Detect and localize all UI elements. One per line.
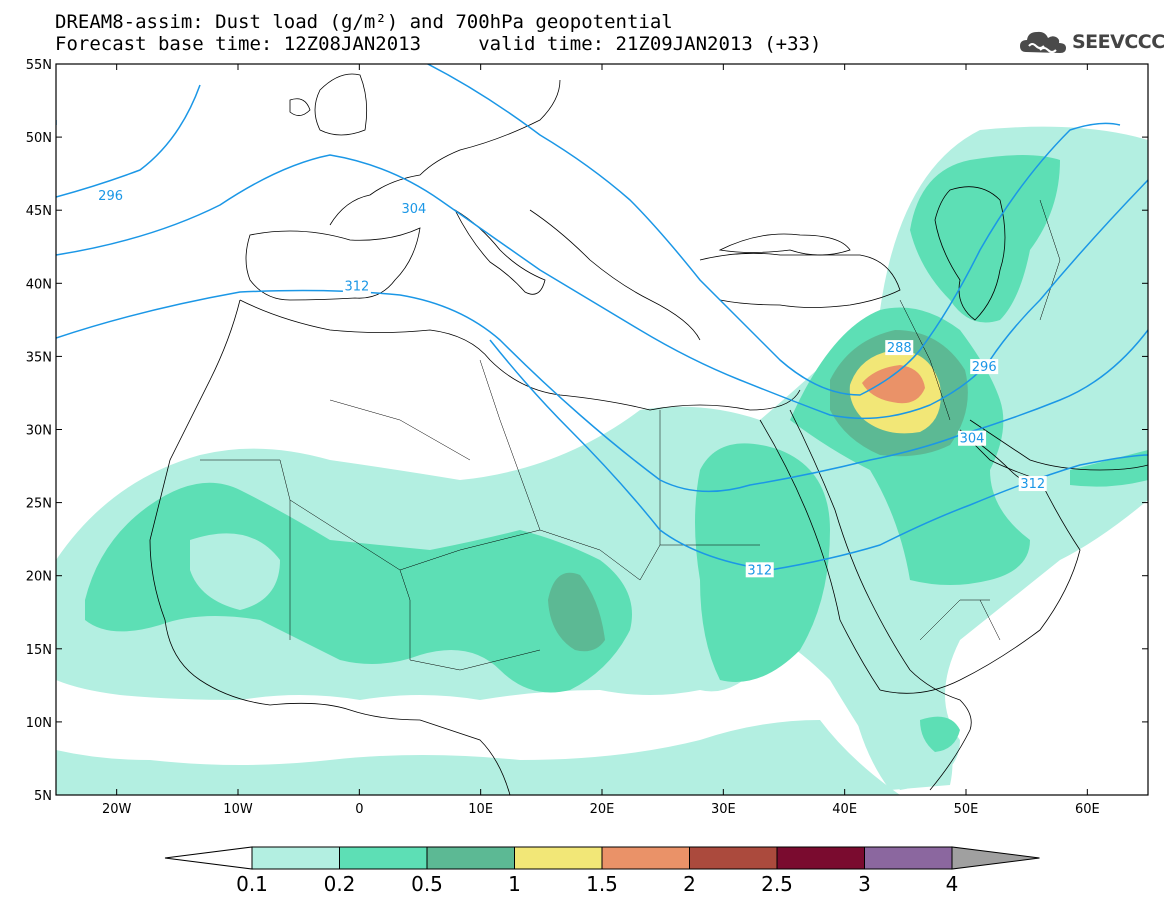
colorbar-label: 3 [858,872,871,896]
colorbar-swatch [776,846,865,870]
lat-tick-label: 35N [26,350,52,365]
contour-label-bg [96,188,125,204]
colorbar-swatch [601,846,690,870]
lon-tick-label: 0 [355,802,363,817]
colorbar-label: 0.1 [236,872,268,896]
longitude-axis: 20W 10W 0 10E 20E 30E 40E 50E 60E [102,64,1100,817]
contour-labels: 296 304 312 288 296 304 312 312 [96,188,1047,578]
lat-tick-label: 50N [26,131,52,146]
contour-label-bg [970,359,999,375]
contour-label: 304 [960,432,985,447]
lon-tick-label: 20W [102,802,132,817]
contour-label-bg [885,340,914,356]
lat-tick-label: 5N [34,789,52,804]
colorbar-label: 0.5 [411,872,443,896]
lat-tick-label: 30N [26,424,52,439]
colorbar-label: 2.5 [761,872,793,896]
latitude-axis: 55N 50N 45N 40N 35N 30N 25N 20N 15N 10N 5N [26,58,1148,804]
lat-tick-label: 20N [26,570,52,585]
colorbar-label: 1.5 [586,872,618,896]
colorbar-label: 2 [683,872,696,896]
lon-tick-label: 20E [590,802,615,817]
dust-fields [56,126,1148,795]
map-title: DREAM8-assim: Dust load (g/m²) and 700hP… [55,11,673,33]
colorbar-swatch [864,846,953,870]
colorbar-swatch [251,846,340,870]
contour-label-bg [342,278,371,294]
contour-label-bg [745,562,774,578]
contour-label: 312 [344,280,369,295]
lat-tick-label: 10N [26,716,52,731]
contour-label: 296 [972,360,997,375]
seevccc-logo: SEEVCCC [1018,26,1165,60]
colorbar-swatch [426,846,515,870]
dust-load-colorbar: 0.1 0.2 0.5 1 1.5 2 2.5 3 4 [164,846,1040,896]
cloud-icon [1020,31,1066,53]
lon-tick-label: 40E [832,802,857,817]
colorbar-label: 1 [508,872,521,896]
colorbar-label: 0.2 [324,872,356,896]
lat-tick-label: 15N [26,643,52,658]
logo-text: SEEVCCC [1072,31,1165,53]
contour-label-bg [1018,476,1047,492]
lon-tick-label: 10W [223,802,253,817]
colorbar-low-arrow [164,846,253,870]
contour-label: 312 [1020,477,1045,492]
lat-tick-label: 25N [26,497,52,512]
colorbar-swatch [339,846,428,870]
colorbar-high-arrow [951,846,1040,870]
lon-tick-label: 50E [954,802,979,817]
lon-tick-label: 10E [468,802,493,817]
contour-label: 304 [402,202,427,217]
lon-tick-label: 30E [711,802,736,817]
colorbar-swatch [689,846,778,870]
contour-label: 296 [98,189,123,204]
colorbar-swatch [514,846,603,870]
forecast-times: Forecast base time: 12Z08JAN2013 valid t… [55,33,822,55]
geopotential-contours [56,64,1148,571]
contour-label: 312 [747,563,772,578]
lat-tick-label: 55N [26,58,52,73]
contour-label-bg [399,201,428,217]
lat-tick-label: 40N [26,277,52,292]
contour-label-bg [958,430,987,446]
colorbar-label: 4 [946,872,959,896]
contour-label: 288 [887,341,912,356]
borders [200,199,1061,671]
lon-tick-label: 60E [1075,802,1100,817]
lat-tick-label: 45N [26,204,52,219]
